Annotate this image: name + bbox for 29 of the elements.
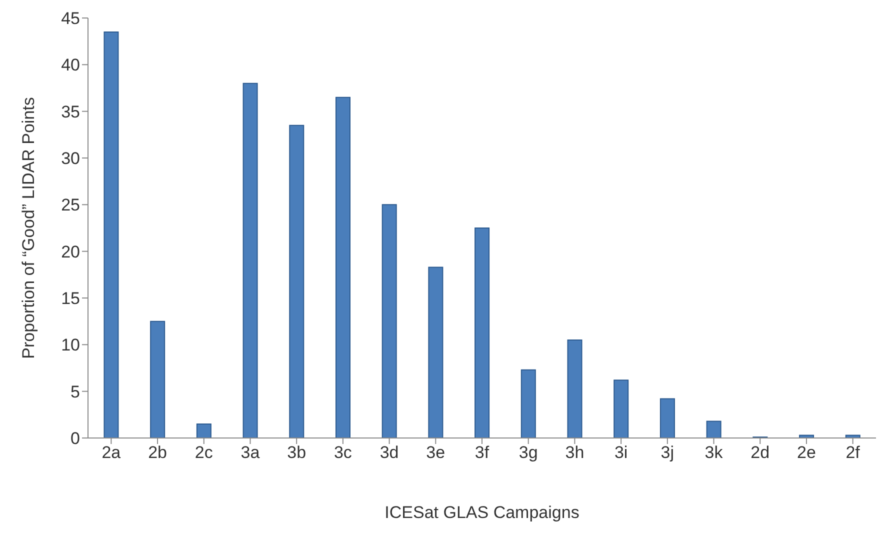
x-tick-label: 2c (194, 443, 214, 462)
x-tick-label: 2e (797, 443, 816, 462)
y-tick-label: 5 (70, 382, 80, 402)
x-tick-label: 3h (565, 443, 584, 462)
y-tick-label: 0 (70, 429, 80, 448)
x-tick-label: 3d (380, 443, 399, 462)
x-tick-label: 2a (102, 443, 122, 462)
x-tick-label: 3c (334, 443, 352, 462)
y-tick-label: 40 (61, 56, 80, 75)
x-tick-label: 2b (148, 443, 167, 462)
y-tick-label: 30 (61, 149, 80, 168)
y-axis-title: Proportion of “Good” LIDAR Points (19, 97, 38, 359)
y-tick-label: 15 (61, 289, 80, 308)
x-axis-title: ICESat GLAS Campaigns (384, 503, 580, 522)
x-tick-label: 3a (240, 443, 260, 462)
y-tick-label: 10 (61, 336, 80, 355)
x-tick-label: 3b (287, 443, 306, 462)
y-tick-label: 45 (61, 9, 80, 28)
y-tick-label: 35 (61, 102, 80, 122)
x-tick-label: 3g (518, 443, 538, 462)
x-tick-label: 3f (474, 443, 490, 462)
x-tick-label: 3j (660, 443, 674, 462)
y-tick-label: 20 (61, 242, 80, 262)
x-tick-label: 2d (750, 443, 770, 462)
x-tick-label: 3i (614, 443, 628, 462)
y-tick-label: 25 (61, 196, 80, 215)
x-tick-label: 2f (846, 443, 860, 462)
x-tick-label: 3k (704, 443, 724, 462)
x-tick-label: 3e (426, 443, 446, 462)
